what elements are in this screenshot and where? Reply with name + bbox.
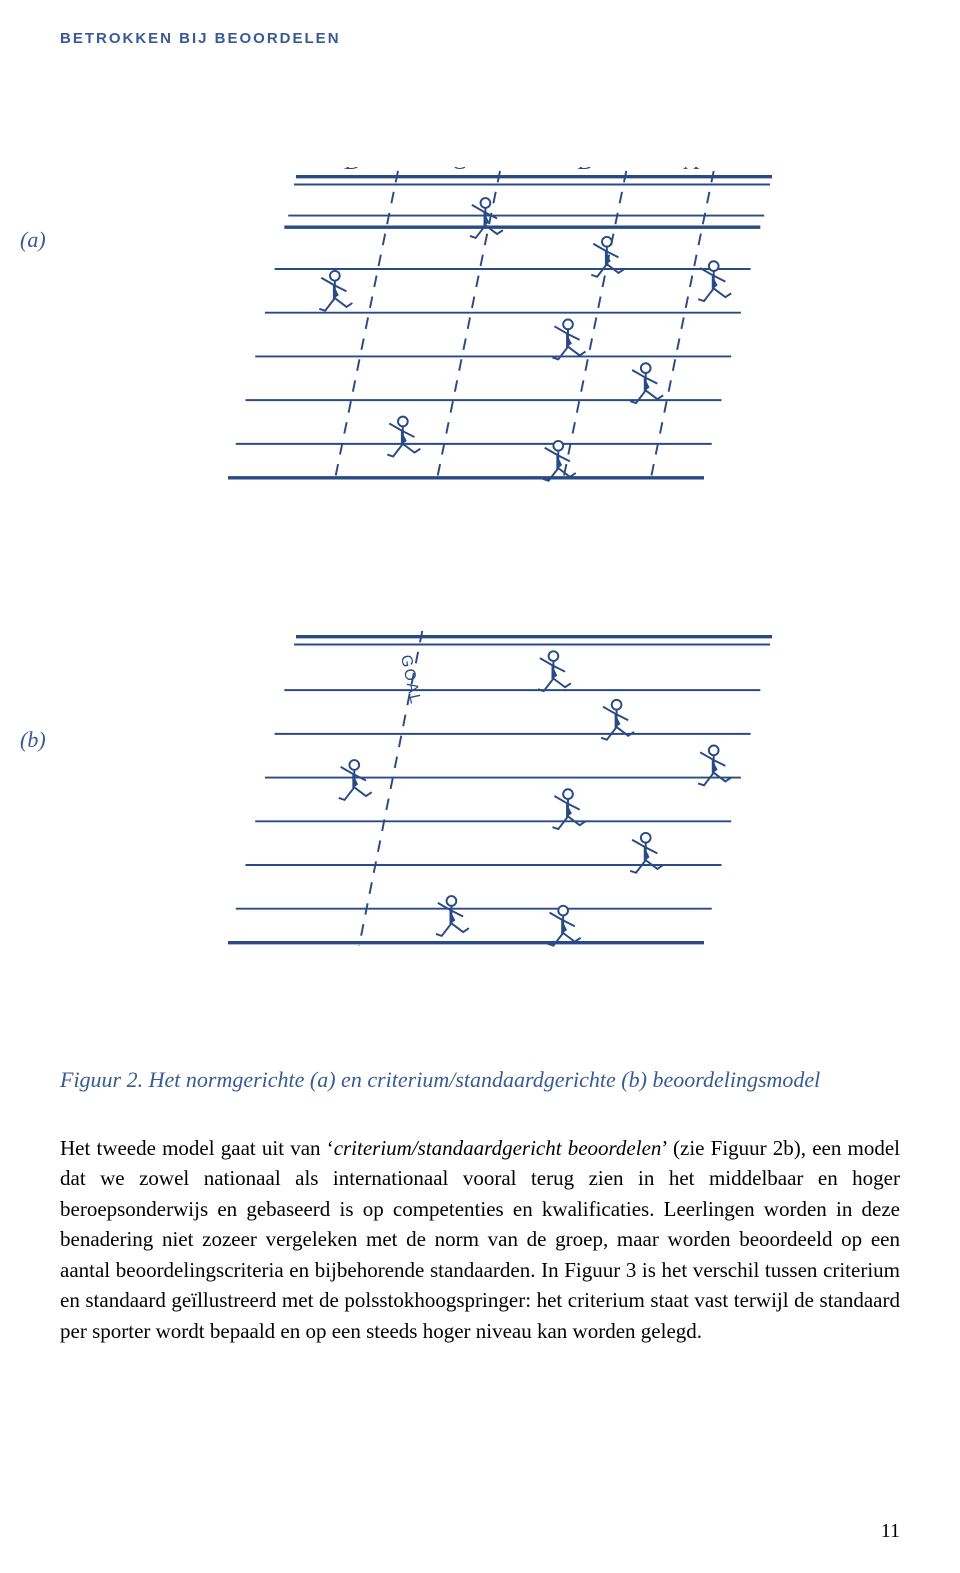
para-suffix: ’ (zie Figuur 2b), een model dat we zowe… [60,1136,900,1343]
figure-a-diagram: D C B A [220,167,780,507]
figure-a-label: (a) [20,227,46,253]
figure-b-wrap: (b) GOAL [60,627,900,1007]
body-paragraph: Het tweede model gaat uit van ‘criterium… [60,1133,900,1346]
page-number: 11 [881,1520,900,1543]
zone-a-label: A [683,167,700,175]
zone-d-label: D [344,167,362,175]
figure-b-diagram: GOAL [220,627,780,967]
figure-caption: Figuur 2. Het normgerichte (a) en criter… [60,1067,900,1093]
figure-a-wrap: (a) [60,167,900,567]
figure-b-label: (b) [20,727,46,753]
para-em: criterium/standaardgericht beoordelen [334,1136,662,1160]
zone-b-label: B [578,167,592,175]
para-prefix: Het tweede model gaat uit van ‘ [60,1136,334,1160]
zone-c-label: C [451,167,467,175]
running-header: BETROKKEN BIJ BEOORDELEN [60,30,900,47]
goal-label: GOAL [397,653,424,706]
